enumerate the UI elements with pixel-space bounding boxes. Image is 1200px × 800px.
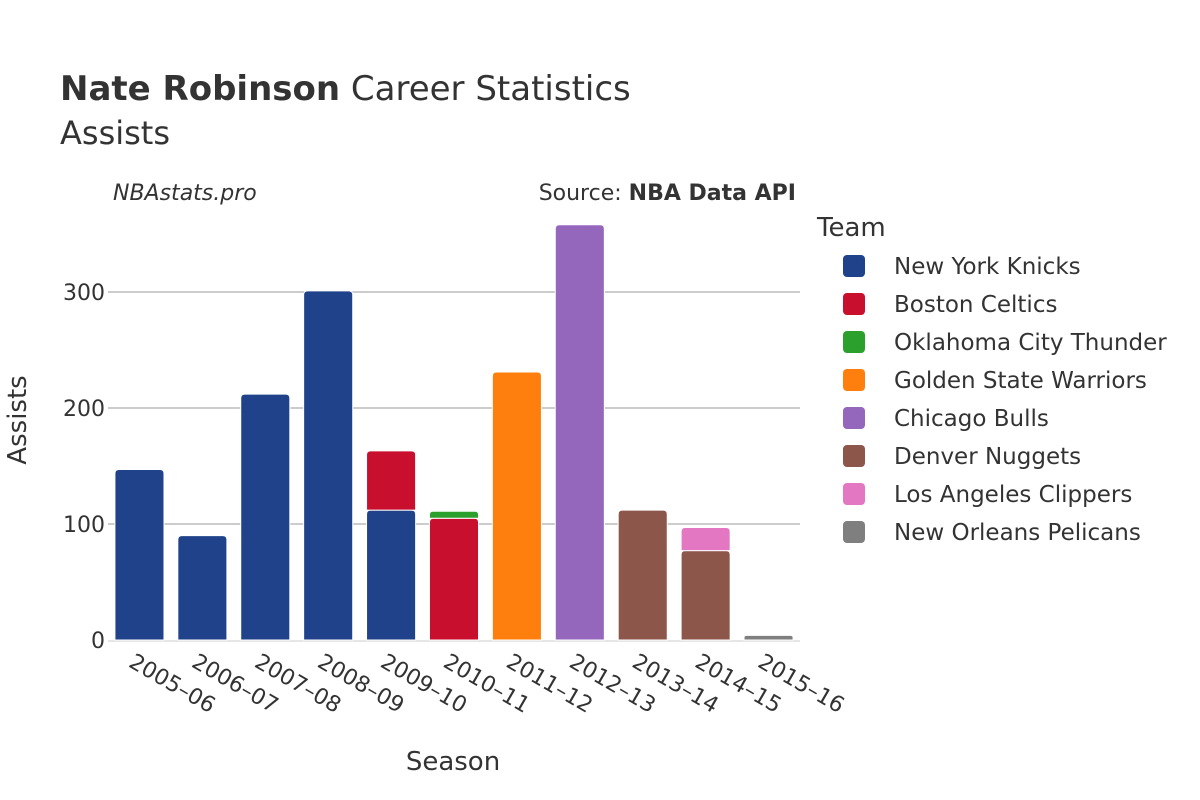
legend-label: Denver Nuggets	[894, 444, 1081, 470]
bar-new-york-knicks	[177, 535, 228, 641]
legend-swatch	[843, 407, 865, 429]
legend-item[interactable]: New Orleans Pelicans	[843, 520, 1141, 546]
y-tick-label: 0	[91, 629, 105, 654]
chart-title-rest: Career Statistics	[340, 69, 631, 109]
y-axis-title: Assists	[3, 375, 33, 464]
legend-item[interactable]: Golden State Warriors	[843, 368, 1147, 394]
chart-title: Nate Robinson Career Statistics	[60, 69, 631, 109]
bar-new-orleans-pelicans	[743, 634, 794, 641]
legend-swatch	[843, 293, 865, 315]
bar-los-angeles-clippers	[680, 526, 731, 552]
bar-boston-celtics	[366, 450, 417, 511]
legend-label: Oklahoma City Thunder	[894, 330, 1167, 356]
bar-new-york-knicks	[240, 393, 291, 641]
legend-item[interactable]: Los Angeles Clippers	[843, 482, 1132, 508]
bar-denver-nuggets	[680, 550, 731, 641]
legend-label: Chicago Bulls	[894, 406, 1049, 432]
legend-item[interactable]: Oklahoma City Thunder	[843, 330, 1167, 356]
bar-new-york-knicks	[114, 468, 165, 641]
legend-label: Boston Celtics	[894, 292, 1057, 318]
source-label: Source: NBA Data API	[539, 181, 796, 206]
legend-item[interactable]: Denver Nuggets	[843, 444, 1081, 470]
chart-title-bold: Nate Robinson	[60, 69, 340, 109]
legend-label: Golden State Warriors	[894, 368, 1147, 394]
legend-item[interactable]: Boston Celtics	[843, 292, 1057, 318]
bar-new-york-knicks	[366, 509, 417, 641]
chart-subtitle: Assists	[60, 114, 170, 152]
x-axis-title: Season	[406, 747, 500, 777]
legend-title: Team	[816, 213, 886, 243]
source-prefix: Source:	[539, 181, 629, 206]
legend-item[interactable]: Chicago Bulls	[843, 406, 1049, 432]
legend-label: Los Angeles Clippers	[894, 482, 1132, 508]
y-tick-label: 300	[63, 281, 105, 306]
source-name: NBA Data API	[629, 181, 796, 206]
bar-chicago-bulls	[554, 224, 605, 641]
bar-new-york-knicks	[303, 290, 354, 641]
legend-item[interactable]: New York Knicks	[843, 254, 1081, 280]
legend-swatch	[843, 445, 865, 467]
x-tick-labels: 2005–062006–072007–082008–092009–102010–…	[124, 650, 848, 719]
bar-denver-nuggets	[617, 509, 668, 641]
y-tick-labels: 0 100 200 300	[63, 281, 105, 654]
legend-swatch	[843, 331, 865, 353]
legend: New York Knicks Boston Celtics Oklahoma Ci…	[843, 254, 1167, 546]
y-tick-label: 100	[63, 513, 105, 538]
bar-golden-state-warriors	[491, 371, 542, 641]
bar-boston-celtics	[428, 517, 480, 641]
bar-oklahoma-city-thunder	[428, 510, 480, 519]
legend-swatch	[843, 483, 865, 505]
legend-swatch	[843, 369, 865, 391]
watermark: NBAstats.pro	[113, 181, 257, 206]
legend-swatch	[843, 255, 865, 277]
legend-label: New Orleans Pelicans	[894, 520, 1141, 546]
bars	[114, 224, 794, 641]
y-tick-label: 200	[63, 397, 105, 422]
legend-label: New York Knicks	[894, 254, 1081, 280]
legend-swatch	[843, 521, 865, 543]
